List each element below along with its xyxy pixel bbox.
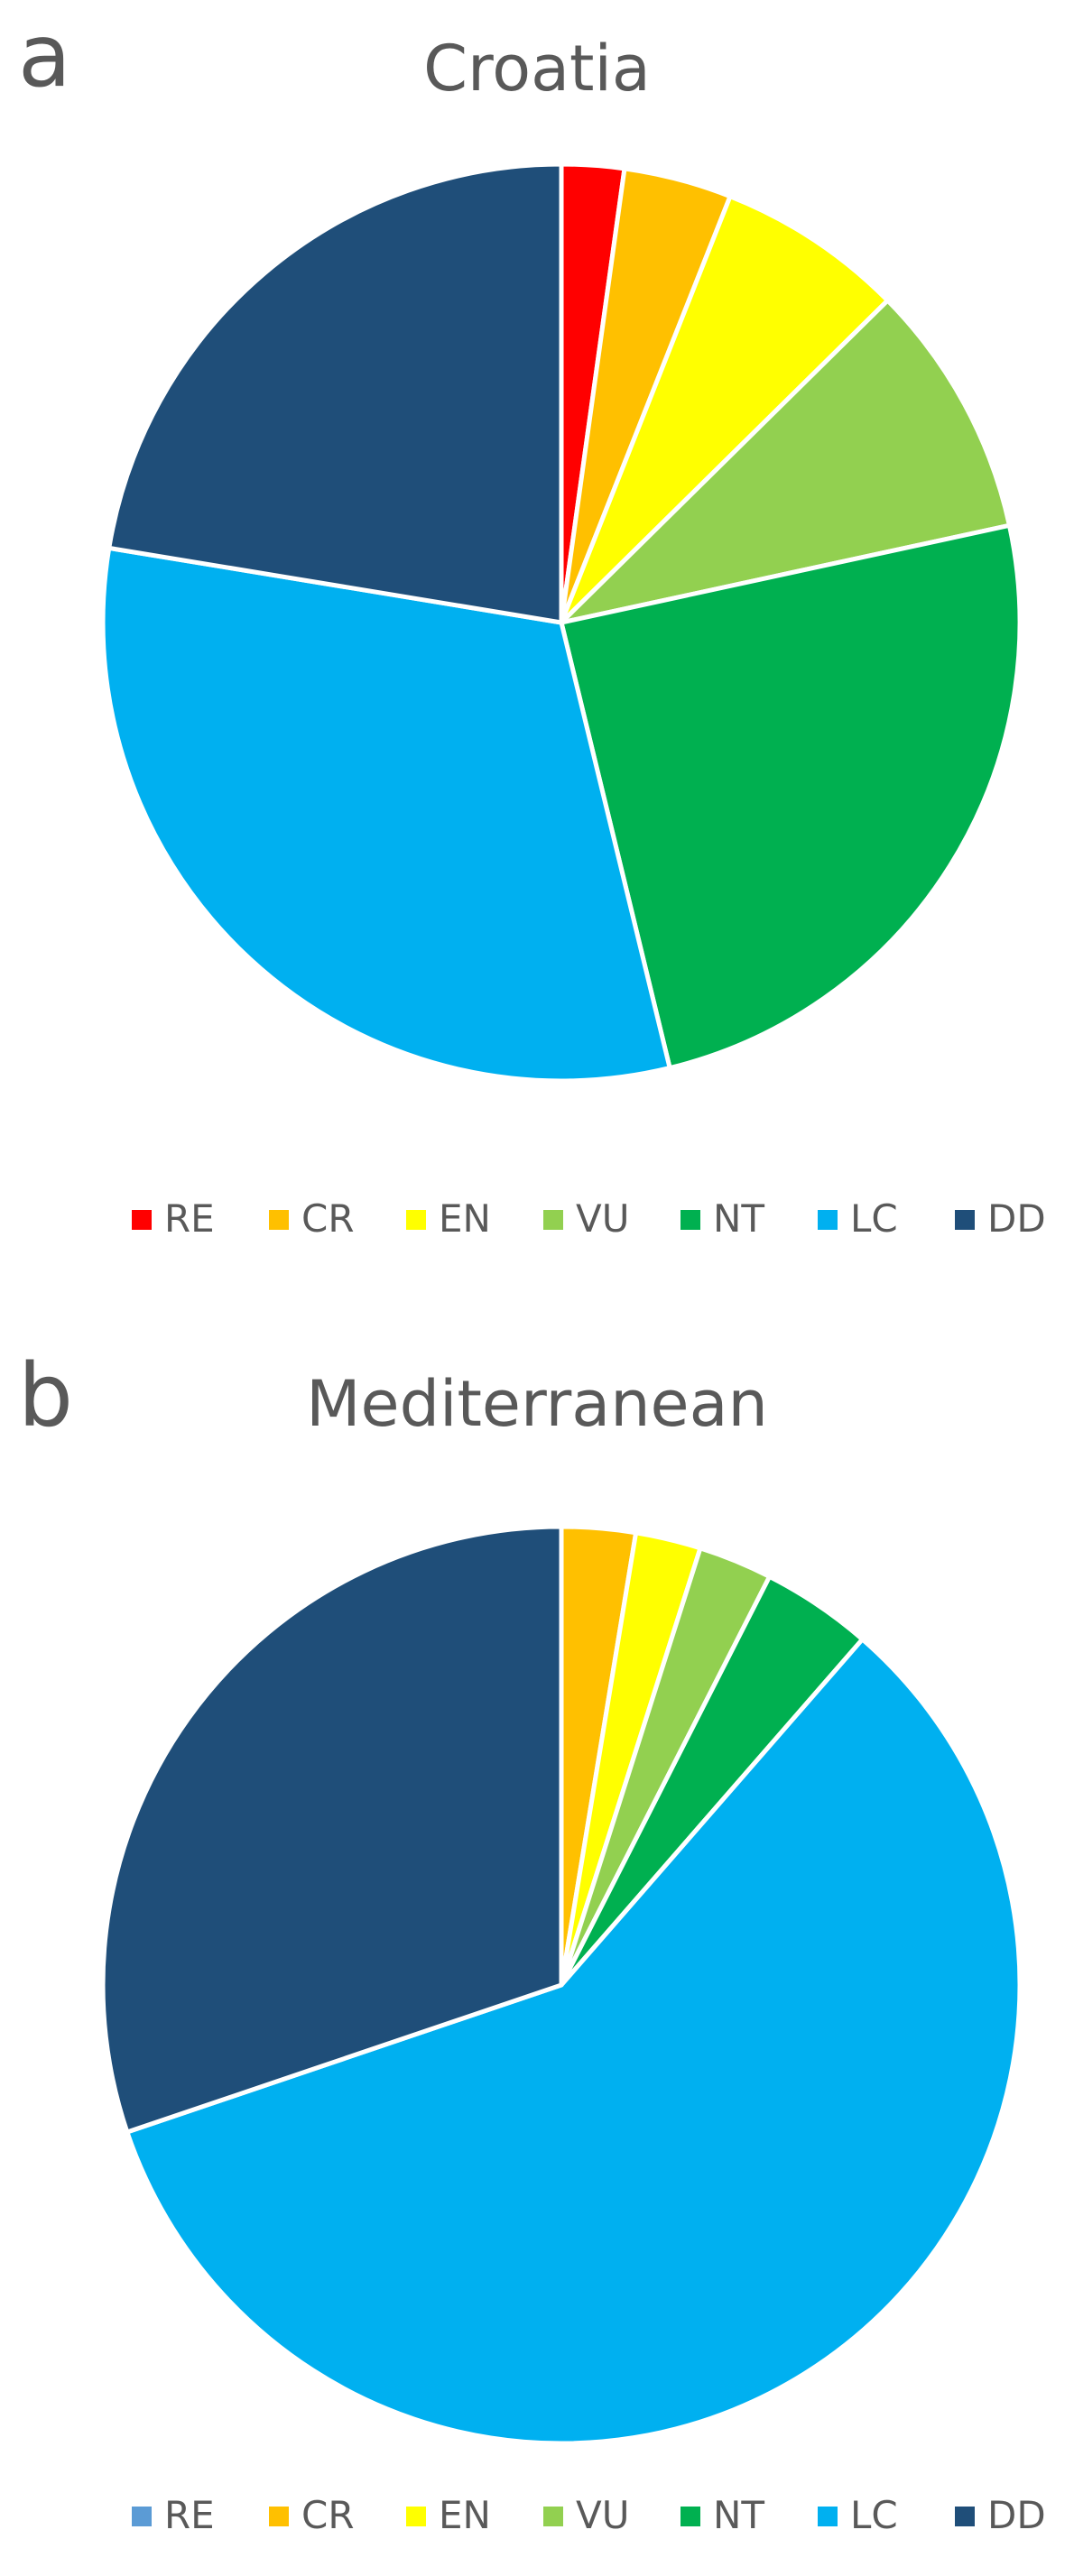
pie-slice-vu bbox=[559, 298, 1012, 625]
legend-item-lc: LC bbox=[818, 1196, 898, 1241]
legend-item-dd: DD bbox=[955, 1196, 1046, 1241]
legend-label-nt: NT bbox=[713, 1196, 764, 1241]
pie-slice-lc bbox=[100, 545, 672, 1084]
pie-slice-nt bbox=[559, 522, 1023, 1071]
legend-swatch-lc bbox=[818, 2507, 838, 2526]
legend-item-nt: NT bbox=[681, 2493, 764, 2537]
legend-item-re: RE bbox=[132, 1196, 215, 1241]
legend-swatch-re bbox=[132, 1210, 152, 1230]
legend-label-cr: CR bbox=[301, 1196, 355, 1241]
legend-swatch-dd bbox=[955, 2507, 975, 2526]
legend-label-nt: NT bbox=[713, 2493, 764, 2537]
legend-label-dd: DD bbox=[987, 1196, 1046, 1241]
pie-slice-en bbox=[559, 194, 890, 625]
chart-title-croatia: Croatia bbox=[423, 32, 651, 106]
legend-item-re: RE bbox=[132, 2493, 215, 2537]
legend-item-cr: CR bbox=[269, 2493, 355, 2537]
legend-croatia: RE CR EN VU NT LC DD bbox=[132, 1196, 1046, 1241]
pie-slice-dd bbox=[106, 162, 564, 625]
legend-label-lc: LC bbox=[850, 2493, 898, 2537]
legend-mediterranean: RE CR EN VU NT LC DD bbox=[132, 2493, 1046, 2537]
pie-slice-dd bbox=[100, 1524, 564, 2135]
legend-label-re: RE bbox=[164, 1196, 215, 1241]
legend-swatch-re bbox=[132, 2507, 152, 2526]
chart-title-mediterranean: Mediterranean bbox=[306, 1367, 768, 1441]
pie-chart-mediterranean: b Mediterranean RE CR EN VU NT LC DD bbox=[18, 1345, 1046, 2537]
panel-letter-b: b bbox=[18, 1345, 73, 1446]
legend-label-en: EN bbox=[439, 1196, 491, 1241]
legend-swatch-en bbox=[406, 1210, 426, 1230]
legend-label-vu: VU bbox=[576, 1196, 629, 1241]
pie-chart-croatia: a Croatia RE CR EN VU NT LC DD bbox=[18, 5, 1046, 1241]
legend-swatch-dd bbox=[955, 1210, 975, 1230]
legend-item-cr: CR bbox=[269, 1196, 355, 1241]
legend-item-en: EN bbox=[406, 2493, 491, 2537]
legend-item-vu: VU bbox=[543, 2493, 629, 2537]
legend-label-en: EN bbox=[439, 2493, 491, 2537]
legend-item-en: EN bbox=[406, 1196, 491, 1241]
legend-swatch-nt bbox=[681, 1210, 700, 1230]
legend-item-nt: NT bbox=[681, 1196, 764, 1241]
legend-swatch-en bbox=[406, 2507, 426, 2526]
pie-slices-mediterranean bbox=[100, 1524, 1023, 2446]
pie-slices-croatia bbox=[100, 162, 1023, 1084]
legend-label-re: RE bbox=[164, 2493, 215, 2537]
legend-swatch-vu bbox=[543, 2507, 563, 2526]
legend-item-dd: DD bbox=[955, 2493, 1046, 2537]
legend-swatch-cr bbox=[269, 1210, 289, 1230]
legend-label-cr: CR bbox=[301, 2493, 355, 2537]
panel-letter-a: a bbox=[18, 5, 71, 106]
legend-label-vu: VU bbox=[576, 2493, 629, 2537]
legend-swatch-vu bbox=[543, 1210, 563, 1230]
legend-label-lc: LC bbox=[850, 1196, 898, 1241]
legend-label-dd: DD bbox=[987, 2493, 1046, 2537]
legend-item-vu: VU bbox=[543, 1196, 629, 1241]
legend-swatch-lc bbox=[818, 1210, 838, 1230]
legend-swatch-cr bbox=[269, 2507, 289, 2526]
pie-slice-lc bbox=[125, 1637, 1023, 2446]
legend-item-lc: LC bbox=[818, 2493, 898, 2537]
legend-swatch-nt bbox=[681, 2507, 700, 2526]
